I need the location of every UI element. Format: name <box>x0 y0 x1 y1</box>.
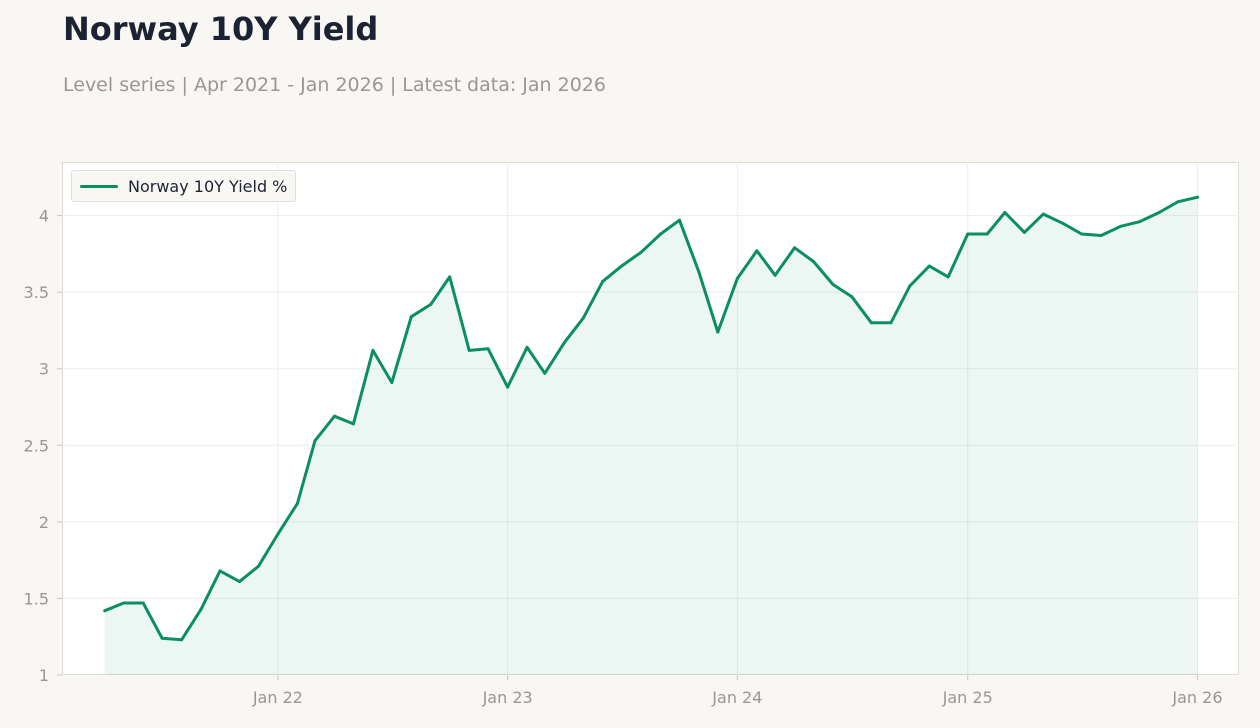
data-point <box>773 273 777 277</box>
data-point <box>141 601 145 605</box>
legend-swatch <box>80 184 118 188</box>
x-tick-label: Jan 26 <box>1171 688 1222 707</box>
data-point <box>639 250 643 254</box>
data-point <box>716 330 720 334</box>
chart-title: Norway 10Y Yield <box>63 10 379 48</box>
data-point <box>371 348 375 352</box>
data-point <box>985 232 989 236</box>
data-point <box>180 638 184 642</box>
x-tick-label: Jan 23 <box>482 688 533 707</box>
series-area <box>104 197 1198 675</box>
data-point <box>1196 195 1199 199</box>
y-tick-label: 1.5 <box>24 589 49 608</box>
data-point <box>313 439 317 443</box>
data-point <box>1080 232 1084 236</box>
series-line <box>103 195 1199 642</box>
data-point <box>966 232 970 236</box>
series-area-fill <box>104 197 1198 675</box>
series-points <box>103 195 1199 642</box>
data-point <box>429 302 433 306</box>
data-point <box>1138 220 1142 224</box>
data-point <box>601 279 605 283</box>
y-tick-label: 3.5 <box>24 283 49 302</box>
data-point <box>908 284 912 288</box>
data-point <box>390 381 394 384</box>
data-point <box>295 502 299 505</box>
data-point <box>1061 221 1065 225</box>
data-point <box>1003 211 1007 214</box>
x-tick-label: Jan 25 <box>942 688 993 707</box>
data-point <box>1041 212 1045 216</box>
data-point <box>467 348 471 352</box>
data-point <box>697 270 701 274</box>
data-point <box>256 564 260 568</box>
data-point <box>409 315 413 319</box>
data-point <box>351 422 355 426</box>
y-tick-label: 2.5 <box>24 436 49 455</box>
data-point <box>678 218 681 222</box>
data-point <box>812 260 815 263</box>
x-axis: Jan 22 Jan 23 Jan 24 Jan 25 Jan 26 <box>252 675 1223 707</box>
data-point <box>793 246 797 250</box>
data-point <box>543 371 547 375</box>
gridlines <box>62 162 1239 675</box>
y-tick-label: 1 <box>39 666 49 685</box>
data-point <box>889 321 893 325</box>
data-point <box>850 295 854 299</box>
data-point <box>276 532 280 536</box>
y-tick-label: 2 <box>39 513 49 532</box>
data-point <box>1099 234 1103 237</box>
data-point <box>562 341 566 345</box>
data-point <box>581 316 585 320</box>
data-point <box>525 345 529 349</box>
series-line-path <box>103 195 1199 642</box>
data-point <box>755 249 759 253</box>
data-point <box>122 601 126 605</box>
data-point <box>946 275 950 279</box>
y-axis: 1 1.5 2 2.5 3 3.5 4 <box>24 207 62 685</box>
data-point <box>160 636 164 640</box>
data-point <box>659 232 663 236</box>
x-tick-label: Jan 22 <box>252 688 303 707</box>
chart-subtitle: Level series | Apr 2021 - Jan 2026 | Lat… <box>63 74 606 96</box>
data-point <box>1022 230 1026 234</box>
data-point <box>831 283 835 286</box>
data-point <box>1176 200 1180 204</box>
data-point <box>506 385 510 389</box>
x-tick-label: Jan 24 <box>711 688 762 707</box>
y-tick-label: 3 <box>39 360 49 379</box>
data-point <box>103 609 107 613</box>
data-point <box>1119 224 1123 228</box>
legend: Norway 10Y Yield % <box>71 170 297 202</box>
data-point <box>448 275 452 279</box>
data-point <box>869 321 873 325</box>
y-tick-label: 4 <box>39 207 49 226</box>
data-point <box>927 264 931 268</box>
data-point <box>735 276 739 280</box>
data-point <box>486 347 490 351</box>
data-point <box>218 569 222 573</box>
data-point <box>333 414 336 418</box>
plot-area <box>62 162 1239 675</box>
data-point <box>238 580 241 584</box>
legend-label: Norway 10Y Yield % <box>128 176 288 196</box>
data-point <box>620 264 623 268</box>
data-point <box>1157 211 1161 214</box>
data-point <box>199 607 203 611</box>
